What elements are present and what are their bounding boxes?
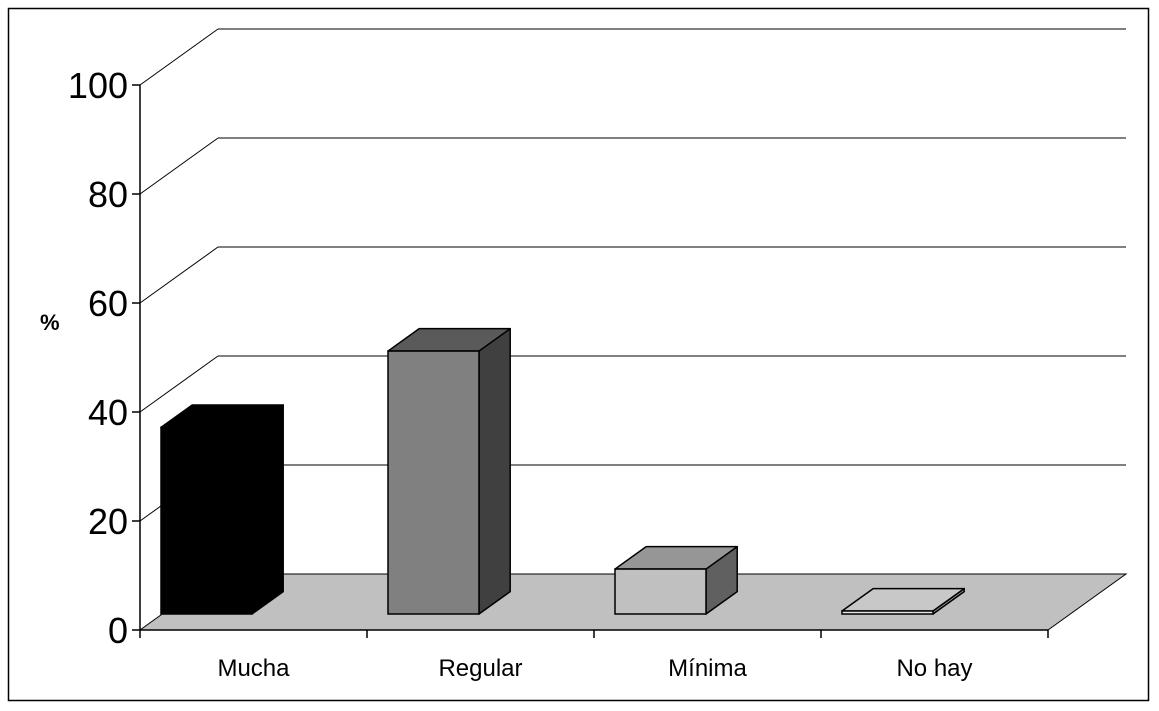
gridline-diagonal [139,246,219,304]
y-tick-label: 0 [108,610,128,651]
y-tick-label: 100 [68,65,128,106]
bar-mucha [160,404,284,615]
gridline-diagonal [139,355,219,413]
bar-side [478,327,511,615]
gridlines [139,28,1126,522]
bar-mínima [614,545,738,615]
bar-front [841,610,934,615]
x-tick-label: No hay [896,655,972,682]
bar-front [387,350,480,615]
y-tick-label: 40 [88,392,128,433]
axes [132,84,1049,638]
gridline-diagonal [139,28,219,86]
bar-front [160,426,253,615]
x-tick-label: Mínima [668,655,747,682]
bar-front [614,568,707,615]
y-tick-label: 20 [88,501,128,542]
x-tick-label: Regular [438,655,522,682]
gridline-diagonal [139,137,219,195]
y-tick-label: 80 [88,174,128,215]
y-tick-label: 60 [88,283,128,324]
bars [160,327,965,615]
x-tick-label: Mucha [217,655,290,682]
tick-labels: 0 20 40 60 80 100 Mucha Regular Mínima No hay [68,65,973,682]
bar-no-hay [841,587,965,615]
bar-regular [387,327,511,615]
bar-side [251,404,284,615]
y-axis-label: % [40,310,60,335]
